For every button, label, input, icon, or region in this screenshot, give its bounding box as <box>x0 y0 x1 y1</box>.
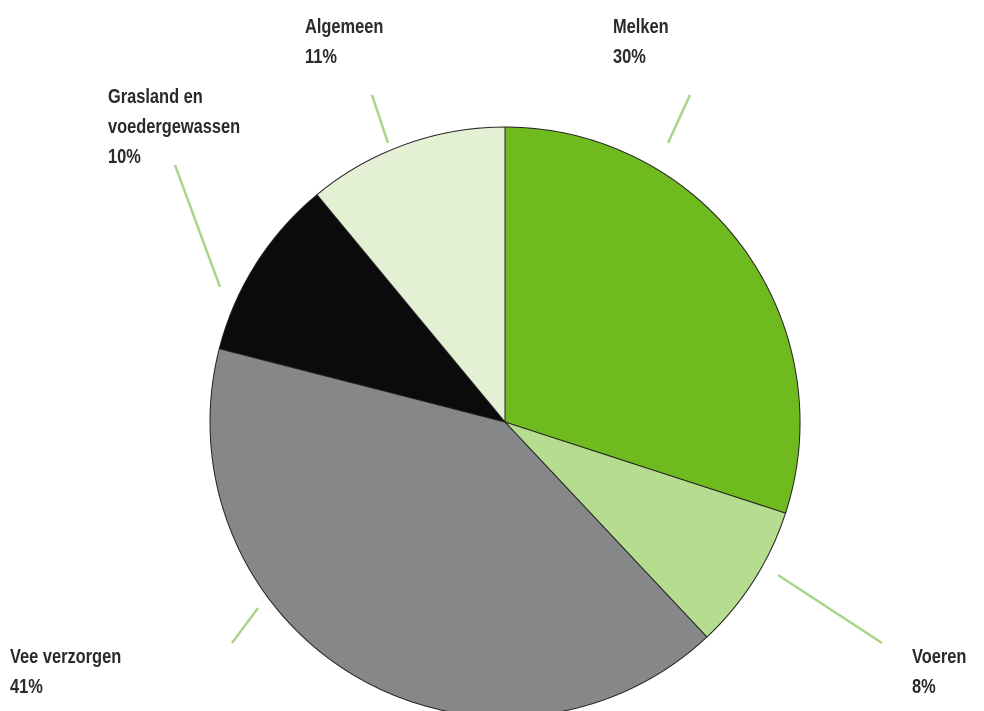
slice-label: Grasland en voedergewassen 10% <box>108 82 272 172</box>
value-label: 8% <box>912 676 936 698</box>
category-label: Algemeen <box>305 16 384 38</box>
leader-lines <box>173 94 883 645</box>
value-label: 30% <box>613 46 646 68</box>
slice-label: Vee verzorgen 41% <box>10 642 121 702</box>
leader-line <box>173 164 222 288</box>
pie-slice <box>218 193 507 423</box>
pie-slice <box>504 421 787 638</box>
leader-line <box>230 607 260 644</box>
category-label: Grasland en voedergewassen <box>108 86 241 138</box>
leader-line <box>370 94 390 144</box>
pie-slice <box>209 348 708 711</box>
slice-label: Algemeen 11% <box>305 12 383 72</box>
leader-line <box>666 94 692 144</box>
value-label: 41% <box>10 676 43 698</box>
slice-label: Voeren 8% <box>912 642 966 702</box>
pie-slice <box>504 126 801 514</box>
category-label: Melken <box>613 16 669 38</box>
slice-label: Melken 30% <box>613 12 669 72</box>
value-label: 10% <box>108 146 141 168</box>
value-label: 11% <box>305 46 337 68</box>
leader-line <box>777 573 883 645</box>
category-label: Vee verzorgen <box>10 646 122 668</box>
category-label: Voeren <box>912 646 967 668</box>
pie-slice <box>316 126 506 424</box>
